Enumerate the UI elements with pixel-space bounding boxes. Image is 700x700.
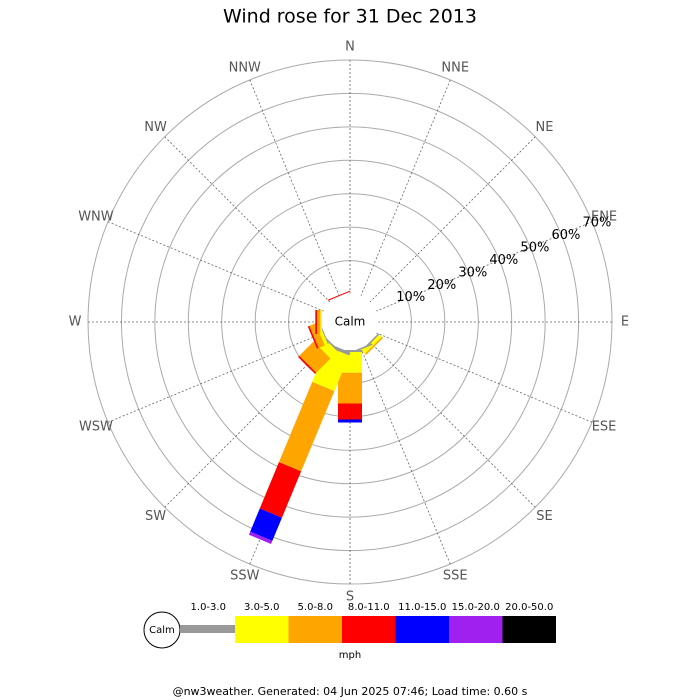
wind-bar (259, 462, 302, 518)
r-tick-label: 10% (396, 290, 425, 305)
direction-label: NNW (229, 60, 261, 75)
direction-spoke (369, 136, 536, 303)
direction-label: W (69, 315, 82, 330)
wind-bar (309, 323, 325, 349)
r-tick-label: 60% (551, 228, 580, 243)
wind-bar (315, 310, 317, 334)
legend-swatch (288, 616, 342, 643)
unit-label: mph (339, 650, 361, 661)
direction-label: NNE (441, 60, 469, 75)
wind-bar (316, 310, 321, 334)
legend-swatch (395, 616, 449, 643)
direction-label: S (346, 590, 354, 605)
wind-bar (298, 355, 317, 374)
direction-label: WSW (79, 420, 113, 435)
direction-spoke (107, 332, 325, 423)
direction-label: NE (535, 120, 553, 135)
wind-bar (307, 325, 319, 349)
wind-bar (312, 346, 350, 392)
wind-bar (338, 372, 362, 404)
direction-spoke (107, 221, 325, 312)
calm-label: Calm (335, 315, 366, 329)
wind-bar (250, 508, 282, 541)
direction-spoke (164, 136, 331, 303)
legend-label: 1.0-3.0 (191, 602, 226, 613)
legend-swatch (342, 616, 396, 643)
wind-bar (327, 290, 351, 301)
r-tick-label: 40% (489, 253, 518, 268)
legend-swatch (235, 616, 289, 643)
r-tick-label: 20% (427, 278, 456, 293)
direction-label: ESE (592, 420, 617, 435)
direction-label: NW (144, 120, 167, 135)
wind-bar (248, 531, 273, 544)
legend-swatch (449, 616, 503, 643)
legend-label: 8.0-11.0 (348, 602, 390, 613)
r-tick-label: 70% (582, 216, 611, 231)
legend-swatch (180, 625, 235, 633)
footer: @nw3weather. Generated: 04 Jun 2025 07:4… (173, 685, 528, 698)
direction-label: SSW (230, 569, 260, 584)
grid-ring (154, 126, 546, 518)
legend-label: 5.0-8.0 (298, 602, 333, 613)
legend-label: 20.0-50.0 (505, 602, 553, 613)
direction-label: ENE (591, 209, 617, 224)
direction-spoke (164, 341, 331, 508)
direction-label: SE (536, 509, 552, 524)
legend-swatch (502, 616, 556, 643)
direction-label: E (621, 315, 629, 330)
direction-label: SSE (443, 569, 468, 584)
wind-bar (320, 310, 322, 334)
legend-label: 11.0-15.0 (398, 602, 446, 613)
legend-label: 15.0-20.0 (452, 602, 500, 613)
wind-bar (299, 341, 331, 373)
wind-bar (338, 419, 362, 423)
direction-spoke (249, 79, 340, 297)
chart-title: Wind rose for 31 Dec 2013 (223, 6, 477, 28)
direction-label: SW (145, 509, 166, 524)
wind-bar (364, 336, 384, 356)
direction-spoke (369, 341, 536, 508)
r-tick-label: 50% (520, 240, 549, 255)
direction-spoke (375, 221, 593, 312)
direction-spoke (375, 332, 593, 423)
r-tick-label: 30% (458, 265, 487, 280)
direction-spoke (360, 79, 451, 297)
direction-label: N (345, 40, 355, 55)
direction-label: WNW (78, 209, 114, 224)
legend-label: 3.0-5.0 (244, 602, 279, 613)
legend-calm-label: Calm (149, 625, 175, 636)
wind-bar (278, 381, 335, 472)
direction-spoke (360, 347, 451, 565)
wind-bar (338, 403, 362, 420)
